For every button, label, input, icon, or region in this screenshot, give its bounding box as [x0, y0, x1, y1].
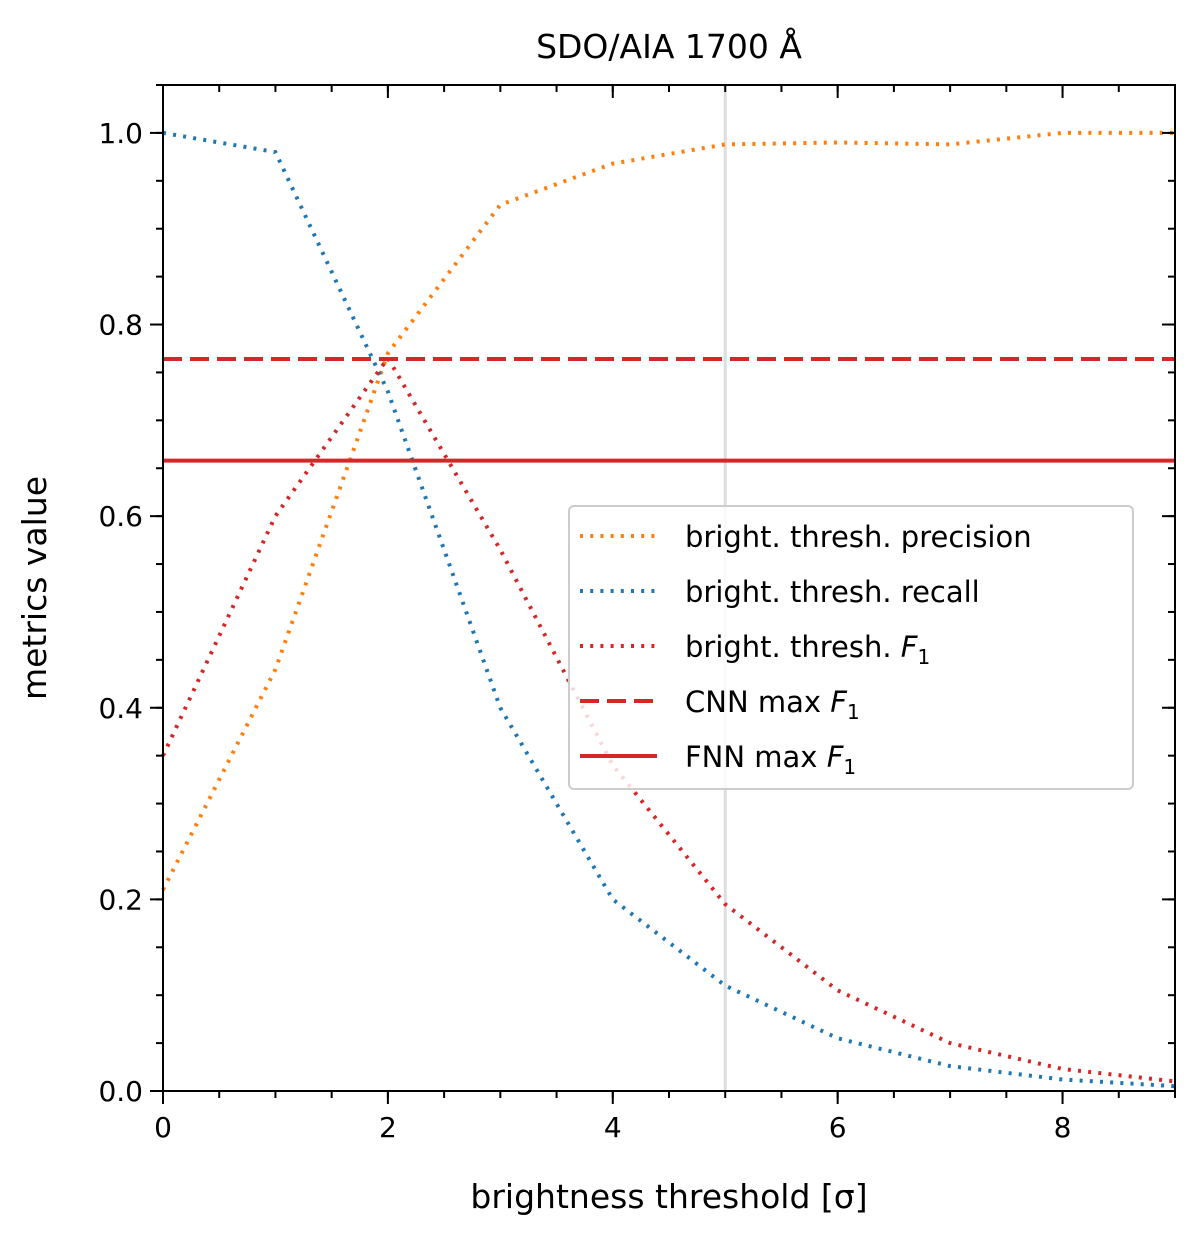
legend-label-text: FNN max	[685, 740, 827, 774]
x-tick-label: 8	[1054, 1111, 1072, 1144]
x-axis-label: brightness threshold [σ]	[470, 1177, 867, 1216]
legend-label-italic: F	[830, 685, 848, 719]
y-tick-label: 0.8	[98, 309, 143, 342]
y-tick-label: 0.4	[98, 692, 143, 725]
y-tick-label: 1.0	[98, 117, 143, 150]
x-tick-label: 4	[604, 1111, 622, 1144]
axes-group: 0 2 4 6 8 0.0 0.2 0.4 0.6 0.8 1.0	[98, 84, 1176, 1144]
legend-label-0: bright. thresh. precision	[685, 520, 1032, 554]
legend-label-subscript: 1	[847, 700, 860, 724]
legend-label-text: CNN max	[685, 685, 830, 719]
legend-box	[568, 505, 1134, 790]
legend-label-subscript: 1	[843, 755, 856, 779]
legend-label-text: bright. thresh. recall	[685, 575, 980, 609]
x-tick-label: 0	[154, 1111, 172, 1144]
legend-label-2: bright. thresh. F1	[685, 630, 930, 669]
legend-label-1: bright. thresh. recall	[685, 575, 980, 609]
legend: bright. thresh. precision bright. thresh.…	[568, 505, 1134, 790]
legend-label-italic: F	[901, 630, 919, 664]
y-tick-label: 0.2	[98, 883, 143, 916]
series-line-1	[162, 130, 1176, 1089]
x-tick-label: 6	[829, 1111, 847, 1144]
legend-label-text: bright. thresh. precision	[685, 520, 1032, 554]
x-tick-label: 2	[379, 1111, 397, 1144]
y-tick-label: 0.0	[98, 1075, 143, 1108]
legend-label-italic: F	[827, 740, 845, 774]
legend-label-3: CNN max F1	[685, 685, 860, 724]
legend-label-4: FNN max F1	[685, 740, 856, 779]
legend-label-subscript: 1	[917, 645, 930, 669]
series-group	[161, 130, 1176, 1089]
y-tick-label: 0.6	[98, 500, 143, 533]
legend-label-text: bright. thresh.	[685, 630, 901, 664]
y-axis-label: metrics value	[15, 476, 54, 700]
chart-title: SDO/AIA 1700 Å	[536, 26, 802, 66]
